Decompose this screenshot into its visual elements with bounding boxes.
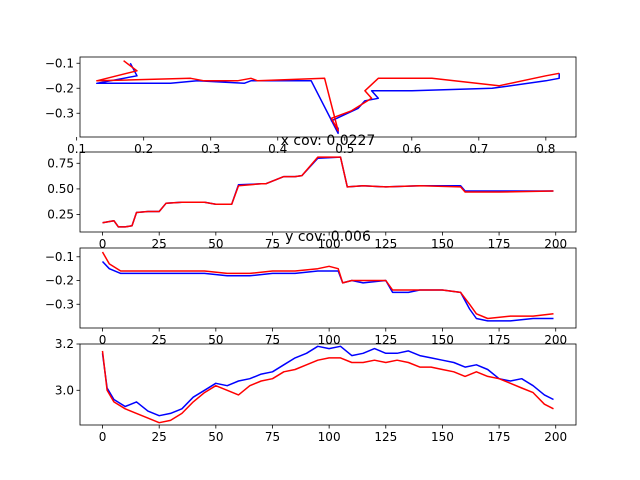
y-tick-label: 3.2 [55,337,74,351]
x-tick-label: 0 [99,430,107,444]
subplot-2: 0 25 50 75 100 125 150 175 200 0.25 0.50 0.75 x cov:… [47,133,577,251]
x-tick-label: 100 [318,333,341,347]
subplot-4: 0 25 50 75 100 125 150 175 200 3.0 3.2 [55,337,577,444]
series-line-red [101,251,554,320]
x-tick-label: 100 [318,237,341,251]
x-tick-label: 175 [488,333,511,347]
y-tick-label: −0.1 [45,250,74,264]
y-tick-label: −0.3 [45,106,74,120]
x-tick-label: 0.3 [201,142,220,156]
series-line-blue [101,345,554,417]
y-tick-label: −0.1 [45,56,74,70]
series-line-red [96,60,560,132]
y-tick-label: 0.75 [47,156,74,170]
x-tick-label: 175 [488,237,511,251]
axes-frame [79,151,577,233]
x-tick-label: 0.4 [268,142,287,156]
x-tick-label: 50 [208,333,223,347]
y-tick-label: −0.3 [45,297,74,311]
subplot-3: 0 25 50 75 100 125 150 175 200 −0.1 −0.2 −0.3 y cov:… [45,229,577,347]
x-tick-label: 125 [374,430,397,444]
y-tick-label: −0.2 [45,81,74,95]
y-tick-label: 0.50 [47,182,74,196]
x-tick-label: 150 [431,333,454,347]
x-tick-label: 75 [265,237,280,251]
subplot-1: 0.1 0.2 0.3 0.4 0.5 0.6 0.7 0.8 −0.1 −0.2 −0.3 [45,56,577,156]
x-tick-label: 0 [99,237,107,251]
x-tick-label: 0.6 [402,142,421,156]
x-tick-label: 200 [544,237,567,251]
x-tick-label: 0.5 [335,142,354,156]
series-line-red [101,350,554,424]
x-tick-label: 125 [374,237,397,251]
x-tick-label: 0.1 [67,142,86,156]
subplot-title: y cov: 0.006 [285,229,371,245]
x-tick-label: 150 [431,237,454,251]
y-tick-label: 3.0 [55,383,74,397]
x-tick-label: 25 [152,430,167,444]
axes-frame [79,247,577,329]
x-tick-label: 150 [431,430,454,444]
axes-frame [79,343,577,426]
x-tick-label: 125 [374,333,397,347]
x-tick-label: 200 [544,430,567,444]
x-tick-label: 50 [208,237,223,251]
x-tick-label: 75 [265,430,280,444]
x-tick-label: 0.8 [536,142,555,156]
subplot-title: x cov: 0.0227 [281,133,376,149]
y-tick-label: 0.25 [47,208,74,222]
x-tick-label: 25 [152,333,167,347]
x-tick-label: 0 [99,333,107,347]
x-tick-label: 100 [318,430,341,444]
axes-frame [79,56,577,138]
x-tick-label: 175 [488,430,511,444]
x-tick-label: 200 [544,333,567,347]
series-line-red [102,156,554,228]
series-line-blue [96,62,560,135]
x-tick-label: 25 [152,237,167,251]
x-tick-label: 75 [265,333,280,347]
x-tick-label: 0.7 [469,142,488,156]
x-tick-label: 0.2 [134,142,153,156]
x-tick-label: 50 [208,430,223,444]
y-tick-label: −0.2 [45,274,74,288]
